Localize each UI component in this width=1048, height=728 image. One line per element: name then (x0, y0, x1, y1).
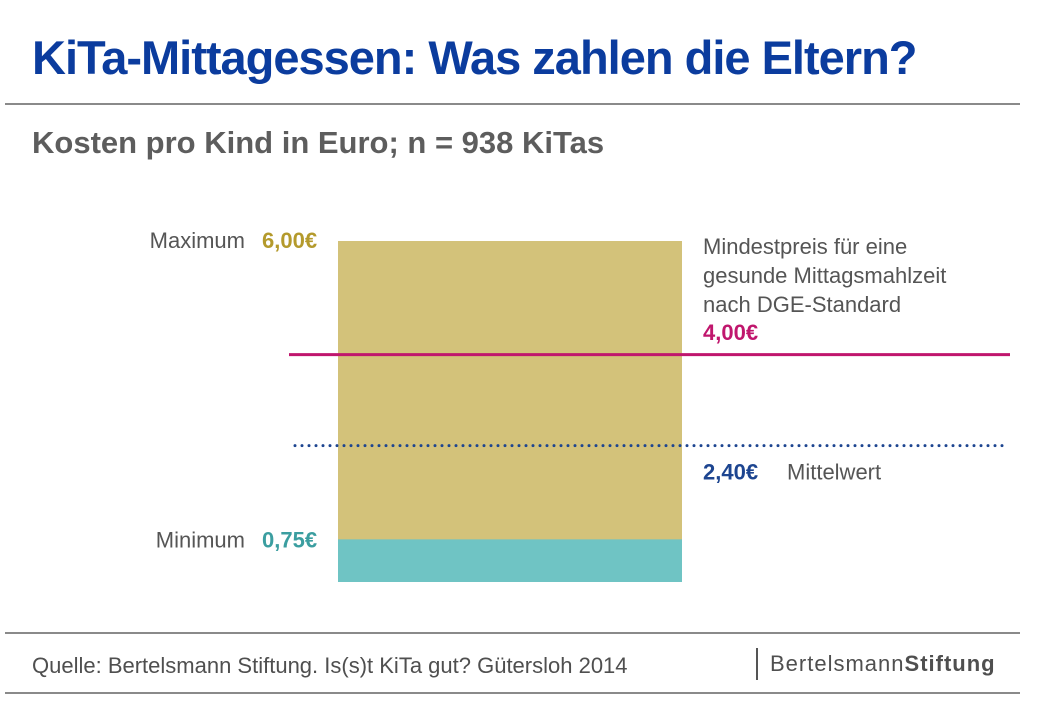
footer-top-divider (5, 632, 1020, 634)
bertelsmann-stiftung-logo: BertelsmannStiftung (756, 648, 996, 680)
footer-bottom-divider (5, 692, 1020, 694)
minimum-bar (338, 539, 682, 582)
maximum-label: Maximum (150, 228, 245, 253)
mean-value: 2,40€ (703, 460, 758, 485)
mean-label: Mittelwert (787, 460, 881, 485)
dge-label-line: nach DGE-Standard (703, 292, 901, 317)
dge-label-line: Mindestpreis für eine (703, 234, 907, 259)
chart-subtitle: Kosten pro Kind in Euro; n = 938 KiTas (32, 125, 605, 160)
logo-name-bold: Stiftung (904, 651, 996, 676)
logo-name-regular: Bertelsmann (770, 651, 905, 676)
minimum-label: Minimum (156, 527, 245, 552)
source-note: Quelle: Bertelsmann Stiftung. Is(s)t KiT… (32, 653, 628, 678)
dge-value: 4,00€ (703, 320, 758, 345)
range-bar (338, 241, 682, 582)
maximum-value: 6,00€ (262, 228, 317, 253)
minimum-value: 0,75€ (262, 527, 317, 552)
chart-title: KiTa-Mittagessen: Was zahlen die Eltern? (32, 31, 917, 84)
dge-label-line: gesunde Mittagsmahlzeit (703, 263, 946, 288)
title-divider (5, 103, 1020, 105)
